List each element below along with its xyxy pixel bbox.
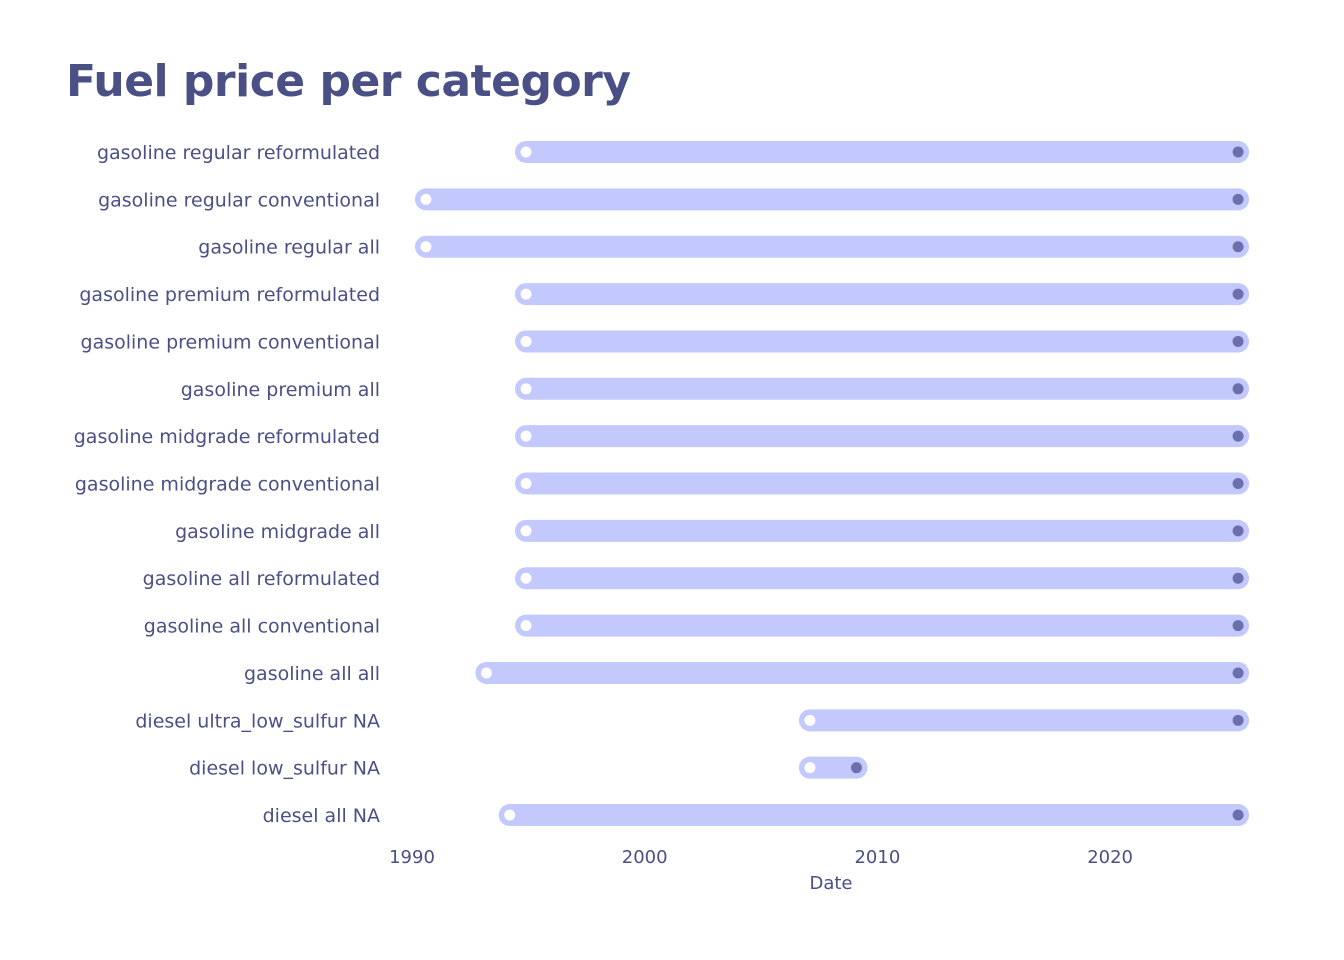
range-bar xyxy=(515,567,1250,590)
y-axis-label: gasoline premium all xyxy=(181,379,380,401)
start-points xyxy=(420,146,816,821)
y-axis-label: gasoline all reformulated xyxy=(143,568,380,590)
y-axis-label: gasoline midgrade all xyxy=(175,521,380,543)
y-axis-label: gasoline premium reformulated xyxy=(79,284,380,306)
x-tick-label: 1990 xyxy=(389,847,435,868)
start-point xyxy=(520,525,532,537)
end-point xyxy=(1232,809,1244,821)
range-bar xyxy=(475,661,1250,684)
range-bar xyxy=(515,377,1250,400)
end-point xyxy=(1232,572,1244,584)
start-point xyxy=(804,714,816,726)
start-point xyxy=(520,383,532,395)
range-bar xyxy=(798,709,1250,732)
range-bar xyxy=(515,283,1250,306)
y-axis-label: gasoline premium conventional xyxy=(81,331,380,353)
x-tick-label: 2020 xyxy=(1087,847,1133,868)
end-point xyxy=(1232,620,1244,632)
start-point xyxy=(520,478,532,490)
end-point xyxy=(1232,525,1244,537)
range-bar xyxy=(414,188,1250,211)
y-axis-label: diesel all NA xyxy=(263,805,380,827)
x-tick-label: 2000 xyxy=(622,847,668,868)
y-axis-label: gasoline all all xyxy=(244,663,380,685)
end-point xyxy=(1232,667,1244,679)
y-axis-label: diesel low_sulfur NA xyxy=(189,758,380,780)
end-point xyxy=(1232,241,1244,253)
start-point xyxy=(520,572,532,584)
range-bar xyxy=(515,472,1250,495)
start-point xyxy=(520,335,532,347)
start-point xyxy=(520,146,532,158)
range-bar xyxy=(498,804,1250,827)
start-point xyxy=(520,288,532,300)
end-point xyxy=(1232,335,1244,347)
range-bar xyxy=(515,519,1250,542)
range-bar xyxy=(798,756,868,779)
end-point xyxy=(1232,430,1244,442)
start-point xyxy=(420,193,432,205)
x-axis-ticks: 1990 2000 2010 2020 xyxy=(389,847,1133,868)
start-point xyxy=(480,667,492,679)
y-axis-labels: gasoline regular reformulated gasoline re… xyxy=(74,142,380,827)
y-axis-label: gasoline regular all xyxy=(198,237,380,259)
end-point xyxy=(1232,383,1244,395)
range-bar xyxy=(414,235,1250,258)
start-point xyxy=(520,620,532,632)
start-point xyxy=(520,430,532,442)
start-point xyxy=(504,809,516,821)
range-bar xyxy=(515,141,1250,163)
x-axis-label: Date xyxy=(809,873,852,894)
y-axis-label: diesel ultra_low_sulfur NA xyxy=(135,710,380,732)
y-axis-label: gasoline midgrade reformulated xyxy=(74,426,380,448)
y-axis-label: gasoline regular conventional xyxy=(98,189,380,211)
end-points xyxy=(850,146,1244,821)
end-point xyxy=(850,762,862,774)
end-point xyxy=(1232,193,1244,205)
y-axis-label: gasoline regular reformulated xyxy=(97,142,380,164)
end-point xyxy=(1232,146,1244,158)
end-point xyxy=(1232,288,1244,300)
x-tick-label: 2010 xyxy=(854,847,900,868)
end-point xyxy=(1232,714,1244,726)
range-bar xyxy=(515,330,1250,353)
end-point xyxy=(1232,478,1244,490)
y-axis-label: gasoline midgrade conventional xyxy=(75,474,380,496)
range-bars xyxy=(414,141,1250,827)
range-bar xyxy=(515,425,1250,448)
range-bar xyxy=(515,614,1250,637)
y-axis-label: gasoline all conventional xyxy=(144,616,380,638)
start-point xyxy=(804,762,816,774)
start-point xyxy=(420,241,432,253)
chart-title: Fuel price per category xyxy=(66,56,631,107)
